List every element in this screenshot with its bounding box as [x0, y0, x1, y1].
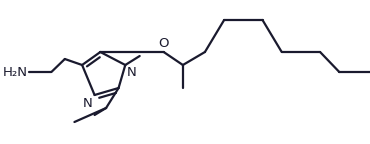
Text: N: N — [127, 66, 137, 79]
Text: O: O — [158, 37, 169, 50]
Text: H₂N: H₂N — [2, 66, 27, 78]
Text: N: N — [83, 97, 92, 110]
